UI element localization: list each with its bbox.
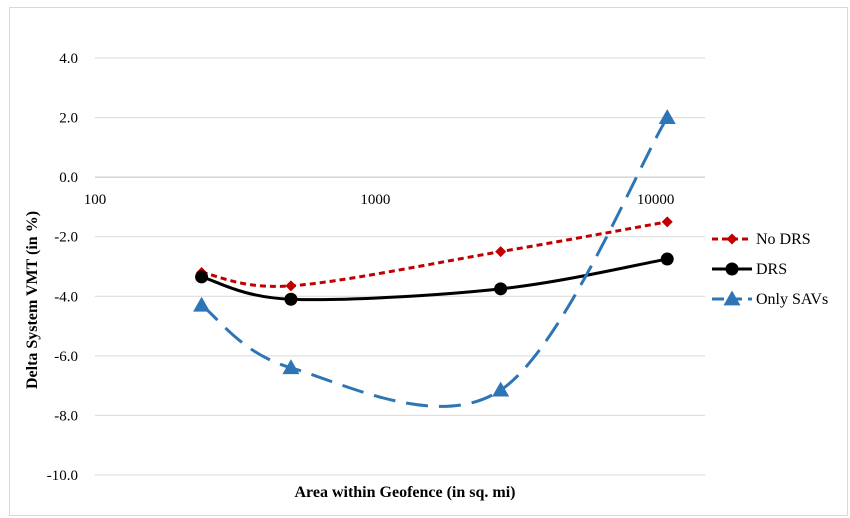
- legend-item-drs: DRS: [712, 261, 787, 278]
- data-point: [193, 296, 211, 312]
- legend-label: DRS: [756, 261, 787, 278]
- series-line: [201, 257, 668, 302]
- data-point: [492, 381, 510, 397]
- series-line: [201, 220, 668, 288]
- data-point: [660, 252, 674, 266]
- data-point: [284, 292, 298, 306]
- data-point: [658, 109, 676, 124]
- data-point: [285, 280, 297, 292]
- data-point: [195, 270, 209, 284]
- legend-label: No DRS: [756, 231, 811, 248]
- series-layer: [193, 109, 676, 408]
- y-tick-label: 2.0: [59, 111, 78, 127]
- x-tick-label: 1000: [360, 192, 390, 208]
- series-no-drs: [196, 216, 673, 292]
- x-axis-title: Area within Geofence (in sq. mi): [294, 484, 515, 501]
- y-tick-label: -4.0: [54, 289, 78, 305]
- legend-item-only-savs: Only SAVs: [712, 290, 828, 308]
- legend-marker: [725, 262, 739, 276]
- y-axis-title: Delta System VMT (in %): [24, 211, 41, 389]
- data-point: [661, 216, 673, 228]
- series-only-savs: [193, 109, 676, 408]
- data-point: [282, 359, 300, 375]
- y-tick-label: -8.0: [54, 408, 78, 424]
- series-drs: [195, 252, 674, 306]
- y-tick-label: -10.0: [47, 468, 78, 484]
- x-tick-label: 100: [84, 192, 107, 208]
- legend-label: Only SAVs: [756, 291, 828, 308]
- chart-frame: [9, 7, 848, 516]
- data-point: [494, 282, 508, 296]
- legend: No DRS DRS Only SAVs: [712, 231, 828, 308]
- legend-item-no-drs: No DRS: [712, 231, 811, 248]
- y-tick-label: -6.0: [54, 349, 78, 365]
- data-point: [495, 246, 507, 258]
- legend-marker: [723, 290, 741, 306]
- y-tick-label: -2.0: [54, 230, 78, 246]
- y-tick-labels: -10.0 -8.0 -6.0 -4.0 -2.0 0.0 2.0 4.0: [47, 51, 78, 484]
- x-tick-label: 10000: [637, 192, 675, 208]
- gridlines: [95, 57, 705, 476]
- legend-marker: [726, 233, 738, 245]
- series-line: [200, 116, 669, 408]
- x-tick-labels: 100 1000 10000: [84, 192, 675, 208]
- y-tick-label: 4.0: [59, 51, 78, 67]
- y-tick-label: 0.0: [59, 170, 78, 186]
